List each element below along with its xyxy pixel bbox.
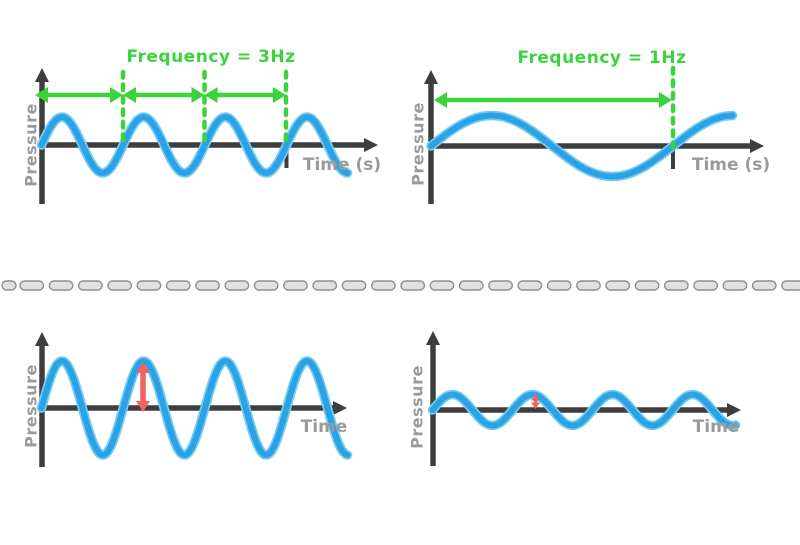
divider-dash bbox=[751, 280, 777, 291]
x-axis-label-time-s-top-left: Time (s) bbox=[302, 155, 382, 175]
divider-dash bbox=[546, 280, 572, 291]
divider-dash bbox=[136, 280, 162, 291]
panel-large-amplitude-wave bbox=[35, 332, 353, 467]
x-axis-label-time-bottom-right: Time bbox=[692, 417, 740, 437]
divider-dash bbox=[283, 280, 308, 291]
period-arrow bbox=[35, 87, 123, 103]
divider-dash bbox=[517, 280, 543, 291]
divider-dash bbox=[576, 280, 601, 291]
x-axis bbox=[430, 403, 741, 417]
amplitude-arrow bbox=[531, 394, 540, 409]
panel-low-frequency-wave bbox=[424, 65, 764, 204]
frequency-1hz-label: Frequency = 1Hz bbox=[517, 48, 687, 68]
divider-dash bbox=[253, 280, 279, 291]
divider-dash bbox=[312, 280, 338, 291]
frequency-3hz-label: Frequency = 3Hz bbox=[126, 47, 296, 67]
pressure-wave bbox=[38, 114, 351, 176]
divider-dash bbox=[19, 280, 45, 291]
divider-dash bbox=[458, 280, 484, 291]
divider-dash bbox=[1, 280, 17, 291]
amplitude-arrow bbox=[136, 362, 150, 412]
divider-dash bbox=[634, 280, 660, 291]
divider-dash bbox=[341, 280, 367, 291]
y-axis-label-pressure-top-right: Pressure bbox=[408, 102, 428, 186]
y-axis-label-pressure-bottom-left: Pressure bbox=[21, 364, 41, 448]
divider-dash bbox=[195, 280, 221, 291]
divider-dash bbox=[429, 280, 455, 291]
divider-dash bbox=[48, 280, 74, 291]
divider-dash bbox=[400, 280, 426, 291]
divider-dash bbox=[781, 280, 800, 291]
x-axis-label-time-bottom-left: Time bbox=[300, 417, 348, 437]
period-arrow bbox=[204, 87, 286, 103]
divider-dash bbox=[224, 280, 250, 291]
divider-dash bbox=[722, 280, 748, 291]
divider-dash bbox=[488, 280, 513, 291]
period-arrow bbox=[123, 87, 205, 103]
divider-dash bbox=[693, 280, 719, 291]
panel-high-frequency-wave bbox=[35, 68, 378, 204]
y-axis-label-pressure-top-left: Pressure bbox=[21, 103, 41, 187]
divider-dash bbox=[107, 280, 133, 291]
x-axis bbox=[428, 139, 764, 153]
dashed-divider bbox=[1, 280, 800, 291]
divider-dash bbox=[605, 280, 631, 291]
y-axis-label-pressure-bottom-right: Pressure bbox=[407, 365, 427, 449]
pressure-wave bbox=[38, 358, 351, 458]
pressure-wave bbox=[428, 112, 736, 180]
divider-dash bbox=[165, 280, 191, 291]
period-arrow bbox=[434, 92, 672, 108]
panel-small-amplitude-wave bbox=[426, 331, 741, 466]
divider-dash bbox=[370, 280, 396, 291]
x-axis-label-time-s-top-right: Time (s) bbox=[691, 155, 771, 175]
divider-dash bbox=[77, 280, 103, 291]
divider-dash bbox=[663, 280, 689, 291]
pressure-wave bbox=[429, 391, 739, 429]
